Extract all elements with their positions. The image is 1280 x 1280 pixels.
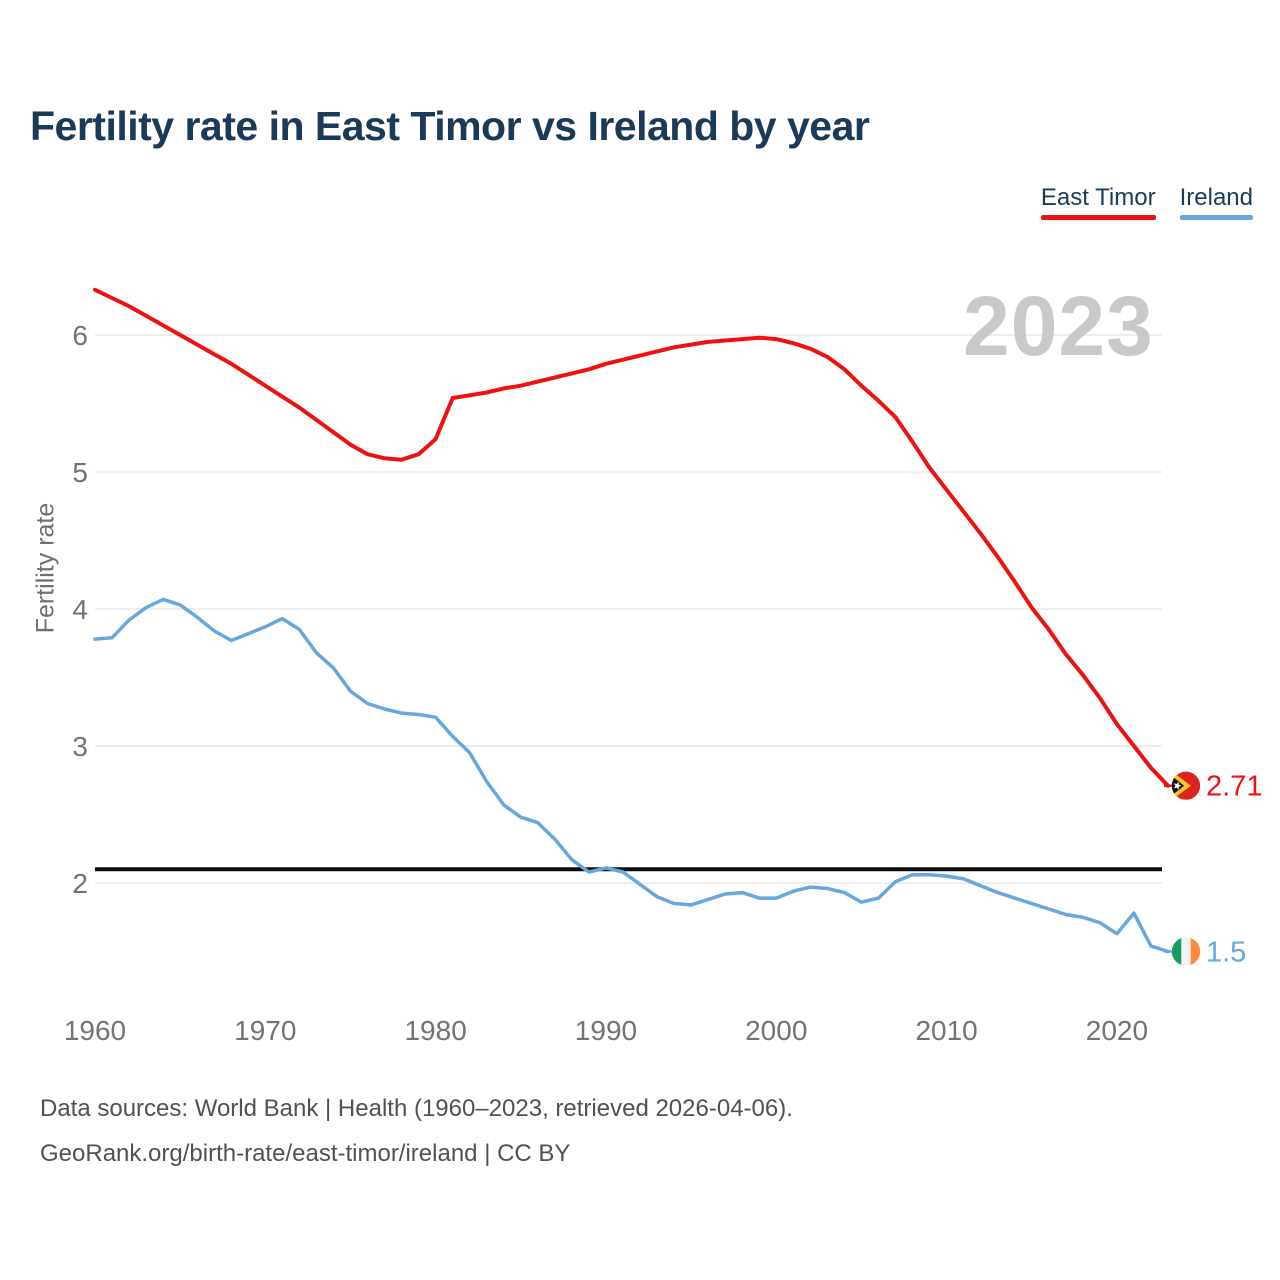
x-tick-label: 1980: [404, 1015, 466, 1046]
legend-label-east-timor: East Timor: [1040, 184, 1156, 211]
east-timor-flag-icon-part: [1173, 781, 1182, 790]
y-tick-label: 2: [72, 868, 88, 899]
x-tick-label: 1990: [575, 1015, 637, 1046]
ireland-flag-icon-part: [1171, 937, 1182, 966]
legend-label-ireland: Ireland: [1179, 184, 1253, 211]
data-sources-line: Data sources: World Bank | Health (1960–…: [40, 1095, 793, 1122]
east-timor-flag-icon: [1171, 771, 1201, 800]
ireland-flag-icon-part: [1190, 937, 1201, 966]
y-axis-label: Fertility rate: [31, 502, 60, 634]
legend-item-ireland[interactable]: Ireland: [1179, 184, 1253, 220]
x-tick-label: 2010: [915, 1015, 977, 1046]
x-tick-label: 2000: [745, 1015, 807, 1046]
x-tick-label: 1970: [234, 1015, 296, 1046]
y-tick-label: 5: [72, 457, 88, 488]
attribution-line: GeoRank.org/birth-rate/east-timor/irelan…: [40, 1140, 571, 1167]
legend-color-bar-ireland: [1179, 215, 1253, 220]
legend-item-east-timor[interactable]: East Timor: [1040, 184, 1156, 220]
ireland-flag-icon: [1171, 937, 1201, 966]
x-tick-label: 1960: [64, 1015, 126, 1046]
legend: East Timor Ireland: [1040, 184, 1253, 220]
y-tick-label: 4: [72, 594, 88, 625]
ireland-value-label: 1.5: [1206, 937, 1246, 969]
page-title: Fertility rate in East Timor vs Ireland …: [30, 103, 870, 149]
x-tick-label: 2020: [1086, 1015, 1148, 1046]
year-watermark: 2023: [963, 279, 1154, 373]
east-timor-value-label: 2.71: [1206, 771, 1262, 803]
footer: Data sources: World Bank | Health (1960–…: [40, 1086, 793, 1176]
east-timor-line[interactable]: [93, 287, 1170, 788]
y-tick-label: 6: [72, 320, 88, 351]
ireland-line[interactable]: [93, 597, 1170, 954]
legend-color-bar-east-timor: [1040, 215, 1156, 220]
y-tick-label: 3: [72, 731, 88, 762]
